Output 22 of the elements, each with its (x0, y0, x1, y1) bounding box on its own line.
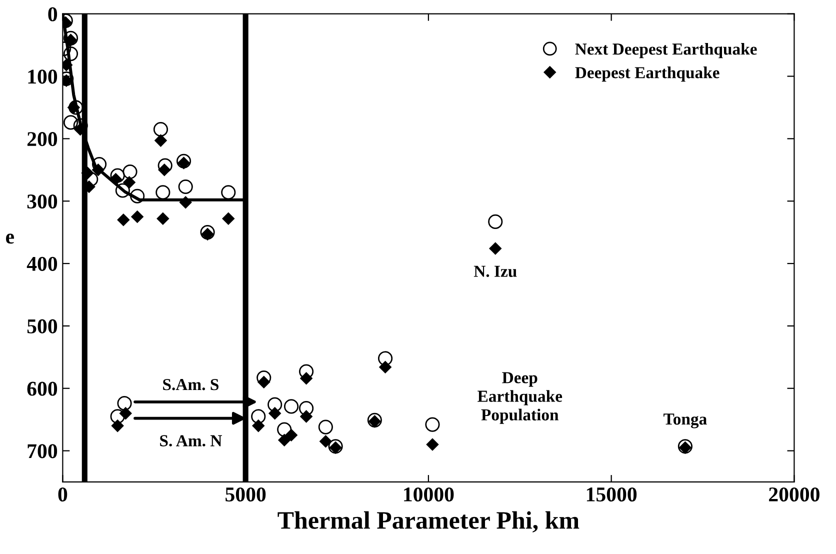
x-tick-label: 5000 (226, 487, 266, 502)
y-tick-label: 600 (27, 382, 58, 396)
annotation: N. Izu (474, 266, 517, 278)
y-tick-label: 500 (27, 319, 58, 334)
legend-label: Next Deepest Earthquake (575, 42, 757, 58)
y-tick-label: 100 (28, 70, 58, 84)
x-tick-label: 0 (58, 487, 68, 502)
legend-label: Deepest Earthquake (575, 66, 720, 82)
x-axis-title: Thermal Parameter Phi, km (278, 511, 580, 533)
x-tick-label: 15000 (586, 487, 637, 502)
y-tick-label: 300 (27, 194, 58, 209)
annotation: Deep Earthquake Population (478, 372, 562, 424)
x-tick-label: 10000 (404, 487, 454, 502)
y-tick-label: 200 (27, 132, 58, 146)
y-tick-label: 0 (48, 7, 58, 22)
y-axis-title: e (6, 234, 14, 244)
annotation: Tonga (664, 414, 707, 428)
annotation: S. Am. N (160, 435, 222, 446)
y-tick-label: 400 (26, 256, 58, 271)
x-tick-label: 20000 (769, 487, 820, 502)
y-tick-label: 700 (28, 444, 58, 458)
annotation: S.Am. S (163, 378, 218, 390)
